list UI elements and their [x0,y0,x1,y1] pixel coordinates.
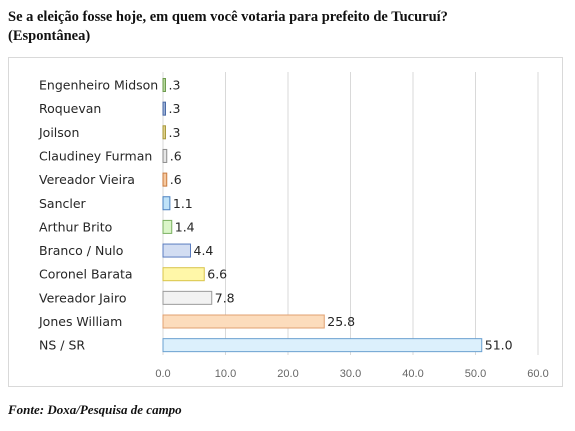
data-label: 7.8 [215,290,235,305]
category-label: Vereador Jairo [39,290,127,305]
bar [162,243,191,258]
data-label: .3 [169,125,181,140]
category-label: Claudiney Furman [39,148,152,163]
bar [162,148,168,163]
bar [162,290,213,305]
bar [162,338,483,353]
bar [162,196,171,211]
x-tick-label: 0.0 [155,368,170,380]
x-tick-label: 50.0 [465,368,486,380]
data-label: 1.4 [175,219,195,234]
bar [162,78,166,92]
category-label: Vereador Vieira [39,172,135,187]
x-tick-label: 60.0 [527,368,548,380]
bar [162,267,205,282]
x-tick-label: 20.0 [277,368,298,380]
category-label: Roquevan [39,101,101,116]
category-label: Branco / Nulo [39,243,123,258]
category-label: Coronel Barata [39,267,133,282]
title-line-1: Se a eleição fosse hoje, em quem você vo… [8,9,448,25]
data-label: 51.0 [485,338,513,353]
data-label: 25.8 [327,314,355,329]
chart-frame [8,57,563,387]
bar [162,314,325,329]
chart-title: Se a eleição fosse hoje, em quem você vo… [8,8,568,46]
data-label: .6 [170,148,182,163]
data-label: 4.4 [194,243,214,258]
data-label: .3 [169,101,181,116]
bar [162,101,166,116]
title-line-2: (Espontânea) [8,28,91,44]
data-label: 1.1 [173,196,193,211]
category-label: Sancler [39,196,87,211]
category-label: Engenheiro Midson [39,78,158,93]
x-tick-label: 30.0 [340,368,361,380]
x-tick-label: 10.0 [215,368,236,380]
category-label: Arthur Brito [39,219,112,234]
data-label: .6 [170,172,182,187]
bar [162,172,168,187]
bar [162,219,173,234]
source-note: Fonte: Doxa/Pesquisa de campo [8,402,182,417]
category-label: Jones William [38,314,122,329]
category-label: Joilson [38,125,79,140]
data-label: 6.6 [207,267,227,282]
data-label: .3 [169,78,181,93]
category-label: NS / SR [39,338,85,353]
x-tick-label: 40.0 [402,368,423,380]
bar [162,125,166,140]
